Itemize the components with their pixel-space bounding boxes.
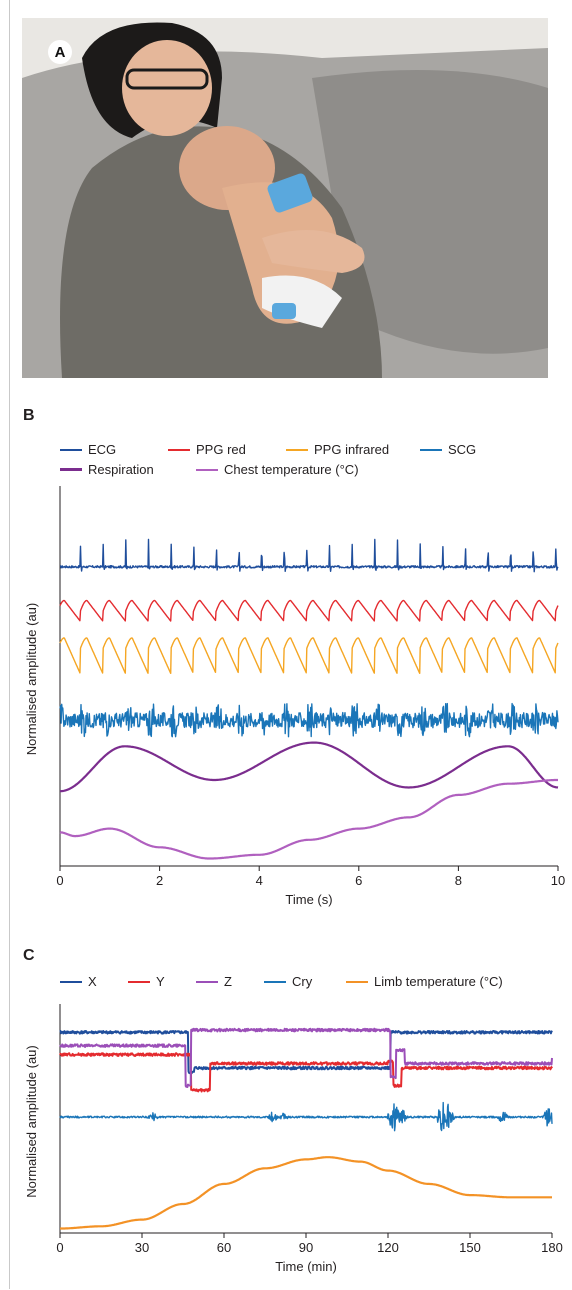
legend-limb-temperature: Limb temperature (°C) xyxy=(346,974,503,989)
y-axis-label: Normalised amplitude (au) xyxy=(24,1045,39,1197)
legend-label-x: X xyxy=(88,974,97,989)
photo-chest-sensor xyxy=(267,173,313,213)
legend-swatch-z xyxy=(196,980,218,983)
legend-swatch-cry xyxy=(264,980,286,983)
x-tick-label: 120 xyxy=(377,1240,399,1255)
x-tick-label: 30 xyxy=(135,1240,149,1255)
x-tick-label: 2 xyxy=(156,873,163,888)
series-line-ppg-infrared xyxy=(59,637,559,674)
photo-glasses xyxy=(125,68,209,90)
legend-swatch-ppg-red xyxy=(168,448,190,451)
panel-c-label: C xyxy=(23,947,35,964)
x-tick-label: 8 xyxy=(455,873,462,888)
legend-swatch-limb-temperature xyxy=(346,980,368,983)
legend-x: X xyxy=(60,974,97,989)
panel-b-label: B xyxy=(23,407,35,424)
legend-label-scg: SCG xyxy=(448,442,477,457)
x-tick-label: 0 xyxy=(56,873,63,888)
page-margin-rule xyxy=(9,0,10,1289)
legend-swatch-ppg-infrared xyxy=(286,448,308,451)
legend-label-cry: Cry xyxy=(292,974,313,989)
photo-mother-hand xyxy=(262,230,365,273)
legend-z: Z xyxy=(196,974,232,989)
legend-ecg: ECG xyxy=(60,442,116,457)
photo-sofa-cushion xyxy=(312,70,548,354)
legend-label-ppg-infrared: PPG infrared xyxy=(314,442,390,457)
x-tick-label: 6 xyxy=(355,873,362,888)
chart-b-plot: 0 2 4 6 8 10 Time (s) Normalised amplitude (au) xyxy=(24,486,565,907)
legend-swatch-chest-temperature xyxy=(196,468,218,471)
series-line-scg xyxy=(59,702,559,738)
photo-limb-sensor xyxy=(272,303,296,319)
legend-swatch-y xyxy=(128,980,150,983)
legend-chest-temperature: Chest temperature (°C) xyxy=(196,462,359,477)
legend-swatch-ecg xyxy=(60,448,82,451)
chart-c-plot: 0 30 60 90 120 150 180 Time (min) Normalised amp… xyxy=(24,1004,563,1274)
series-line-x xyxy=(59,1030,553,1075)
x-axis-label: Time (s) xyxy=(285,892,332,907)
photo-mother-holding-newborn: A xyxy=(22,18,548,378)
series-line-cry xyxy=(59,1101,553,1132)
legend-label-limb-temperature: Limb temperature (°C) xyxy=(374,974,503,989)
x-tick-label: 0 xyxy=(56,1240,63,1255)
legend-swatch-respiration xyxy=(60,468,82,471)
series-line-ppg-red xyxy=(59,599,559,622)
series-line-limb-temperature-c xyxy=(59,1156,553,1230)
legend-label-z: Z xyxy=(224,974,232,989)
legend-swatch-x xyxy=(60,980,82,983)
x-tick-label: 4 xyxy=(256,873,263,888)
series-line-respiration xyxy=(59,741,559,793)
legend-scg: SCG xyxy=(420,442,476,457)
y-axis-label: Normalised amplitude (au) xyxy=(24,603,39,755)
legend-label-ecg: ECG xyxy=(88,442,117,457)
legend-respiration: Respiration xyxy=(60,462,154,477)
legend-ppg-red: PPG red xyxy=(168,442,246,457)
x-tick-label: 90 xyxy=(299,1240,313,1255)
series-line-chest-temperature-c xyxy=(59,778,559,860)
x-tick-label: 150 xyxy=(459,1240,481,1255)
x-axis-label: Time (min) xyxy=(275,1259,337,1274)
photo-illustration xyxy=(22,18,548,378)
x-tick-label: 60 xyxy=(217,1240,231,1255)
legend-label-ppg-red: PPG red xyxy=(196,442,246,457)
legend-swatch-scg xyxy=(420,448,442,451)
x-tick-label: 10 xyxy=(551,873,565,888)
series-line-ecg xyxy=(59,538,559,573)
legend-ppg-infrared: PPG infrared xyxy=(286,442,389,457)
legend-label-y: Y xyxy=(156,974,165,989)
legend-cry: Cry xyxy=(264,974,312,989)
series-line-z xyxy=(59,1027,553,1088)
legend-y: Y xyxy=(128,974,165,989)
legend-label-chest-temperature: Chest temperature (°C) xyxy=(224,462,359,477)
x-tick-label: 180 xyxy=(541,1240,563,1255)
series-line-y xyxy=(59,1052,553,1093)
legend-label-respiration: Respiration xyxy=(88,462,154,477)
panel-a-label: A xyxy=(48,40,72,64)
